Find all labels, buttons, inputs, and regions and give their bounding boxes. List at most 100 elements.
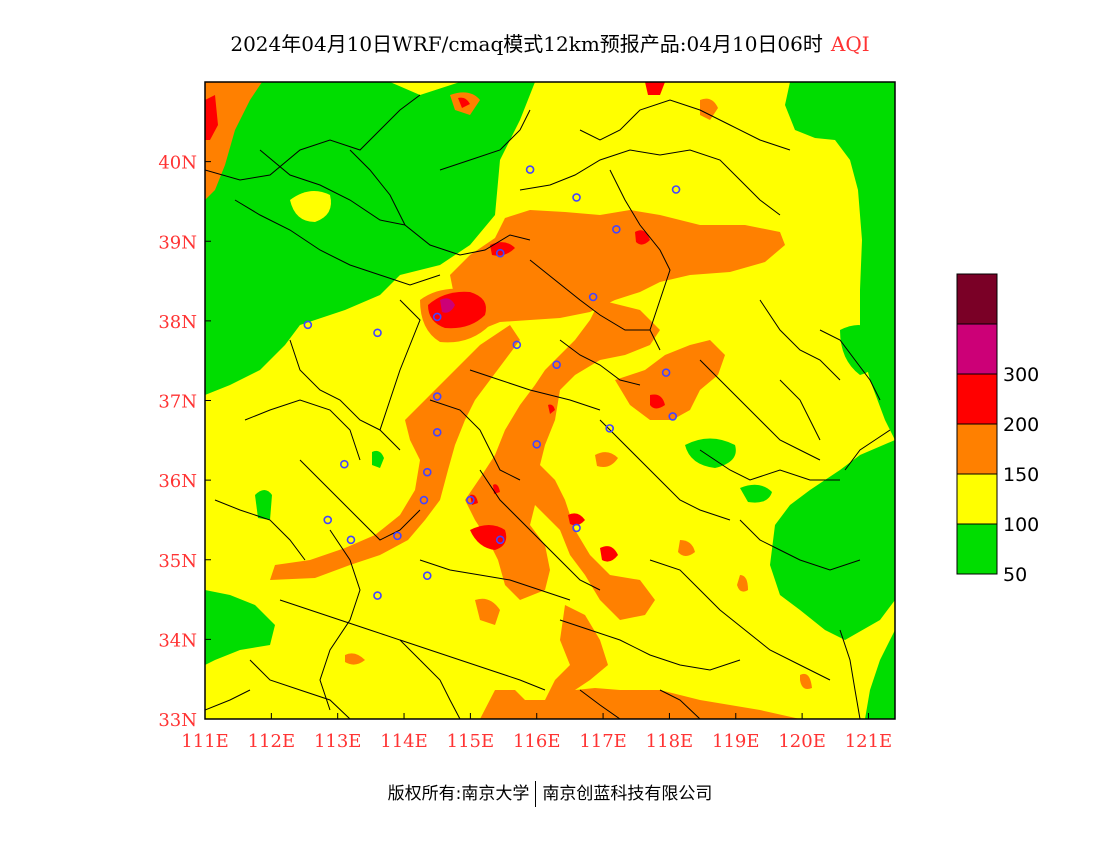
field-light-spot-7: [612, 316, 632, 332]
field-light-spot-1: [678, 540, 695, 556]
lon-tick-label: 118E: [646, 731, 694, 752]
copyright-company: 南京创蓝科技有限公司: [542, 784, 713, 804]
city-marker: [340, 459, 349, 469]
lon-tick-label: 117E: [579, 731, 627, 752]
admin-boundaries: [205, 94, 891, 719]
lon-tick-label: 115E: [447, 731, 495, 752]
field-good-north-strip: [330, 82, 380, 150]
field-good-spot-3: [255, 490, 272, 520]
field-good-spot-4: [372, 450, 384, 468]
field-light-south-west: [475, 598, 500, 625]
field-heavy-shijiazhuang: [440, 298, 455, 313]
lat-tick-label: 39N: [158, 232, 197, 253]
city-marker: [432, 312, 442, 322]
field-good-southeast-corner: [865, 630, 895, 719]
city-marker: [303, 320, 313, 330]
lon-tick-label: 112E: [248, 731, 296, 752]
field-medium-spot-1: [548, 404, 555, 414]
field-medium-zhengzhou: [470, 525, 507, 550]
lat-tick-label: 36N: [158, 471, 197, 492]
lat-tick-label: 37N: [158, 392, 197, 413]
city-marker: [495, 248, 505, 258]
field-light-beijing-band: [450, 210, 785, 330]
lat-tick-label: 35N: [158, 551, 197, 572]
lon-tick-label: 120E: [778, 731, 826, 752]
aqi-field: [205, 82, 895, 719]
city-marker: [525, 165, 535, 174]
field-medium-chifeng: [458, 97, 470, 108]
city-marker: [419, 495, 429, 505]
field-light-spot-6: [580, 254, 608, 300]
legend-label: 300: [1003, 364, 1039, 386]
lon-tick-label: 111E: [181, 731, 229, 752]
city-marker: [572, 193, 581, 202]
field-light-spot-5: [595, 452, 618, 467]
field-medium-beijing-east: [635, 230, 650, 245]
city-marker: [466, 495, 475, 505]
city-marker: [588, 292, 598, 302]
city-marker: [512, 340, 522, 350]
field-light-shandong-east: [615, 340, 725, 420]
field-medium-heze: [600, 546, 618, 562]
longitude-axis: 111E 112E 113E 114E 115E 116E 117E 118E 119E 120E…: [181, 713, 892, 752]
field-good-east: [770, 440, 895, 640]
city-marker: [572, 523, 581, 533]
field-good-yellow-island: [290, 191, 331, 222]
legend-label: 150: [1003, 464, 1039, 486]
city-marker: [323, 515, 333, 525]
city-marker: [495, 535, 505, 545]
latitude-axis: 33N 34N 35N 36N 37N 38N 39N 40N: [158, 153, 211, 731]
lon-tick-label: 116E: [513, 731, 561, 752]
lon-tick-label: 121E: [845, 731, 893, 752]
field-light-spot-2: [345, 653, 365, 665]
city-marker: [605, 424, 615, 433]
city-marker: [671, 185, 681, 194]
field-light-taihang-band: [270, 325, 520, 580]
legend-swatch: [956, 323, 998, 375]
field-good-spot-2: [740, 484, 772, 503]
aqi-legend: 300 200 150 100 50: [956, 273, 1039, 586]
city-markers: [303, 165, 681, 600]
field-light-south-band: [480, 605, 800, 719]
lat-tick-label: 34N: [158, 630, 197, 651]
lat-tick-label: 40N: [158, 153, 197, 174]
city-marker: [612, 225, 621, 234]
field-light-spot-3: [737, 575, 748, 592]
legend-swatch: [956, 523, 998, 575]
legend-label: 100: [1003, 514, 1039, 536]
field-good-southwest: [205, 590, 275, 665]
city-marker: [432, 392, 442, 401]
title-text: 2024年04月10日WRF/cmaq模式12km预报产品:04月10日06时: [230, 32, 823, 56]
field-light-central-band: [465, 300, 660, 620]
city-marker: [668, 412, 678, 421]
city-marker: [422, 571, 432, 580]
field-medium-weifang: [650, 394, 665, 409]
footer-separator: [535, 781, 537, 807]
lon-tick-label: 114E: [380, 731, 428, 752]
title-variable: AQI: [830, 32, 870, 56]
city-marker: [661, 368, 671, 377]
city-marker: [552, 360, 561, 369]
lon-tick-label: 113E: [314, 731, 362, 752]
field-good-spot-1: [685, 438, 736, 468]
city-marker: [346, 535, 356, 545]
field-medium-north: [645, 82, 665, 95]
field-light-spot-4: [800, 673, 812, 689]
legend-swatch: [956, 473, 998, 525]
legend-swatch: [956, 373, 998, 425]
map-title: 2024年04月10日WRF/cmaq模式12km预报产品:04月10日06时 A…: [0, 28, 1100, 57]
field-light-spot-north: [700, 98, 718, 120]
city-marker: [532, 439, 542, 449]
city-marker: [393, 531, 402, 541]
legend-label: 200: [1003, 414, 1039, 436]
city-marker: [432, 428, 442, 437]
field-good-east-bay: [840, 325, 885, 375]
lat-tick-label: 38N: [158, 312, 197, 333]
lat-tick-label: 33N: [158, 710, 197, 731]
legend-swatch: [956, 273, 998, 325]
copyright-owner: 版权所有:南京大学: [387, 784, 530, 804]
field-light-northwest-corner: [205, 82, 262, 200]
legend-swatch: [956, 423, 998, 475]
